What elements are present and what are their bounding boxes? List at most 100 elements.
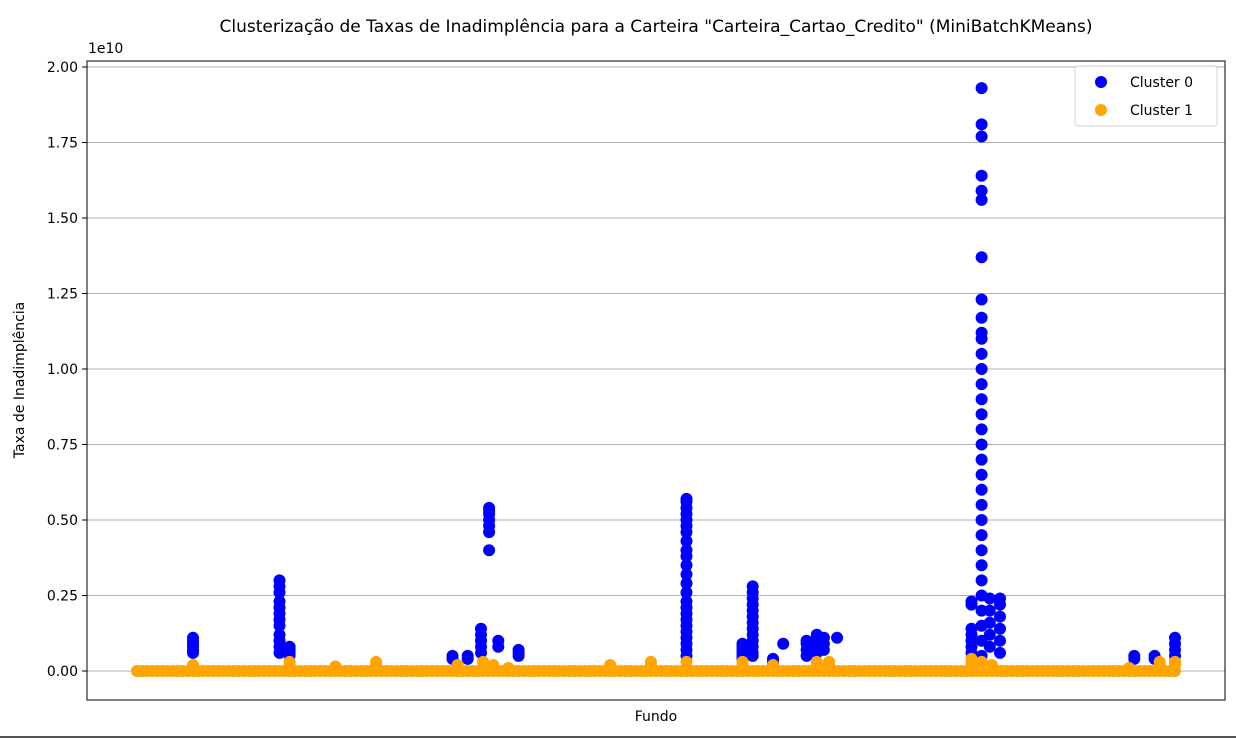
data-point-cluster-0 xyxy=(983,592,996,605)
data-point-cluster-0 xyxy=(965,622,978,635)
data-point-cluster-0 xyxy=(975,453,988,466)
chart-title: Clusterização de Taxas de Inadimplência … xyxy=(220,17,1093,37)
x-axis-label: Fundo xyxy=(635,709,678,725)
data-point-cluster-0 xyxy=(975,184,988,197)
data-point-cluster-0 xyxy=(975,604,988,617)
data-point-cluster-0 xyxy=(800,634,813,647)
data-point-cluster-0 xyxy=(680,492,693,505)
data-point-cluster-0 xyxy=(680,568,693,581)
data-point-cluster-0 xyxy=(975,574,988,587)
data-point-cluster-1 xyxy=(985,659,998,671)
data-point-cluster-1 xyxy=(283,655,296,668)
data-point-cluster-0 xyxy=(994,634,1006,647)
data-point-cluster-0 xyxy=(975,193,988,206)
data-point-cluster-0 xyxy=(273,574,286,587)
y-tick-label: 1.75 xyxy=(47,136,78,152)
data-point-cluster-1 xyxy=(187,659,199,671)
y-tick-label: 1.50 xyxy=(47,211,78,227)
data-point-cluster-1 xyxy=(823,655,835,668)
data-point-cluster-0 xyxy=(680,586,693,599)
data-point-cluster-0 xyxy=(283,640,296,653)
legend-label-cluster-0: Cluster 0 xyxy=(1130,75,1193,91)
data-point-cluster-1 xyxy=(810,655,823,668)
data-point-cluster-0 xyxy=(975,438,988,451)
legend-marker-cluster-0 xyxy=(1095,76,1107,88)
data-point-cluster-0 xyxy=(461,649,474,662)
data-point-cluster-0 xyxy=(273,595,286,608)
data-point-cluster-0 xyxy=(994,592,1006,605)
y-axis-label: Taxa de Inadimplência xyxy=(12,302,28,460)
data-point-cluster-1 xyxy=(680,655,693,668)
data-point-cluster-0 xyxy=(831,631,844,644)
y-axis-ticks: 0.00 0.25 0.50 0.75 1.00 1.25 1.50 1.75 2.00 xyxy=(47,60,87,680)
data-point-cluster-0 xyxy=(975,378,988,391)
data-point-cluster-0 xyxy=(983,616,996,629)
data-point-cluster-1 xyxy=(477,655,489,668)
y-tick-label: 0.00 xyxy=(47,664,78,680)
data-point-cluster-0 xyxy=(975,326,988,339)
data-point-cluster-0 xyxy=(975,483,988,496)
data-point-cluster-1 xyxy=(1169,655,1181,668)
legend-label-cluster-1: Cluster 1 xyxy=(1130,103,1193,119)
data-point-cluster-0 xyxy=(975,544,988,557)
y-tick-label: 1.00 xyxy=(47,362,78,378)
data-point-cluster-0 xyxy=(975,393,988,406)
data-point-cluster-0 xyxy=(983,628,996,641)
data-point-cluster-0 xyxy=(483,544,496,557)
data-point-cluster-0 xyxy=(273,628,286,641)
data-point-cluster-1 xyxy=(370,655,383,668)
data-point-cluster-0 xyxy=(983,640,996,653)
legend-marker-cluster-1 xyxy=(1095,104,1107,116)
data-point-cluster-0 xyxy=(512,643,525,656)
data-point-cluster-0 xyxy=(817,631,830,644)
data-point-cluster-0 xyxy=(975,408,988,421)
y-tick-label: 2.00 xyxy=(47,60,78,76)
data-point-cluster-1 xyxy=(487,659,500,671)
y-tick-label: 1.25 xyxy=(47,287,78,303)
data-point-cluster-0 xyxy=(975,514,988,526)
data-point-cluster-0 xyxy=(680,544,693,557)
legend: Cluster 0 Cluster 1 xyxy=(1074,65,1218,127)
data-point-cluster-1 xyxy=(451,659,464,671)
data-point-cluster-0 xyxy=(492,634,505,647)
data-point-cluster-1 xyxy=(736,655,749,668)
data-point-cluster-0 xyxy=(736,637,749,650)
data-point-cluster-0 xyxy=(994,646,1006,659)
data-point-cluster-0 xyxy=(975,251,988,264)
data-point-cluster-1 xyxy=(604,659,617,671)
data-point-cluster-0 xyxy=(746,580,759,593)
data-point-cluster-1 xyxy=(1153,655,1166,668)
data-point-cluster-0 xyxy=(994,622,1006,635)
data-point-cluster-0 xyxy=(975,130,988,143)
data-point-cluster-0 xyxy=(680,535,693,548)
data-point-cluster-0 xyxy=(975,363,988,375)
data-point-cluster-0 xyxy=(975,311,988,324)
data-point-cluster-0 xyxy=(975,468,988,481)
data-point-cluster-1 xyxy=(502,662,515,674)
data-point-cluster-0 xyxy=(1128,649,1141,662)
data-point-cluster-0 xyxy=(975,634,988,647)
data-point-cluster-1 xyxy=(329,660,342,673)
bottom-divider xyxy=(0,736,1236,738)
data-point-cluster-1 xyxy=(644,655,657,668)
data-point-cluster-0 xyxy=(994,610,1006,623)
data-point-cluster-0 xyxy=(680,577,693,590)
data-point-cluster-0 xyxy=(475,622,487,635)
y-offset-label: 1e10 xyxy=(88,41,123,57)
data-point-cluster-0 xyxy=(975,498,988,511)
data-point-cluster-0 xyxy=(983,604,996,617)
data-point-cluster-0 xyxy=(975,559,988,572)
legend-box xyxy=(1074,65,1218,127)
data-point-cluster-0 xyxy=(446,649,459,662)
data-point-cluster-0 xyxy=(1169,631,1181,644)
data-point-cluster-1 xyxy=(1123,662,1136,674)
data-point-cluster-0 xyxy=(680,595,693,608)
data-point-cluster-0 xyxy=(975,293,988,306)
y-tick-label: 0.25 xyxy=(47,589,78,605)
data-point-cluster-0 xyxy=(975,169,988,182)
plot-frame xyxy=(86,60,1226,701)
data-point-cluster-1 xyxy=(975,655,988,668)
data-point-cluster-0 xyxy=(975,423,988,436)
data-point-cluster-0 xyxy=(483,501,496,514)
